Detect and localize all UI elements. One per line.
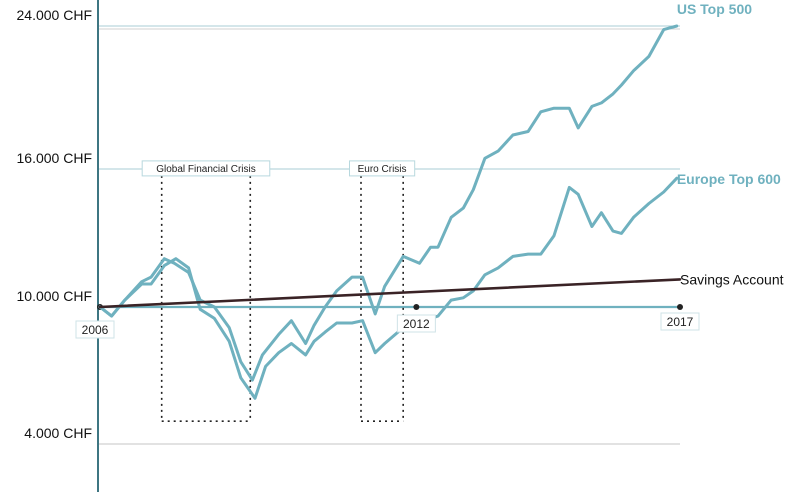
x-tick-label: 2006	[82, 323, 109, 337]
series-label: Savings Account	[680, 271, 784, 287]
x-tick-box	[660, 312, 700, 331]
grid-lines	[98, 25, 680, 445]
annotation-label: Global Financial Crisis	[156, 164, 255, 175]
series-lines	[98, 24, 682, 400]
y-tick-label: 24.000 CHF	[17, 7, 92, 23]
series-label: US Top 500	[677, 1, 752, 17]
annotation-label-box	[348, 160, 416, 177]
x-tick-label: 2017	[667, 315, 694, 329]
series-line-europe-top-600	[98, 176, 679, 400]
labels: 4.000 CHF 10.000 CHF 16.000 CHF 24.000 CHF U…	[17, 1, 784, 441]
x-tick-dot	[413, 304, 420, 310]
series-label: Europe Top 600	[677, 171, 781, 187]
series-line-savings-account	[98, 278, 682, 309]
annotation-label-box	[141, 160, 271, 177]
series-line-us-top-500	[98, 24, 679, 382]
x-tick-label: 2012	[403, 317, 430, 331]
crisis-annotations: Global Financial Crisis Euro Crisis	[141, 160, 416, 422]
axes	[97, 0, 683, 492]
x-tick-box	[396, 314, 436, 333]
x-tick-box	[75, 320, 115, 339]
y-tick-label: 10.000 CHF	[17, 288, 92, 304]
y-tick-label: 4.000 CHF	[24, 425, 92, 441]
annotation-label: Euro Crisis	[358, 164, 407, 175]
x-tick-dot	[677, 304, 683, 310]
y-tick-label: 16.000 CHF	[17, 150, 92, 166]
